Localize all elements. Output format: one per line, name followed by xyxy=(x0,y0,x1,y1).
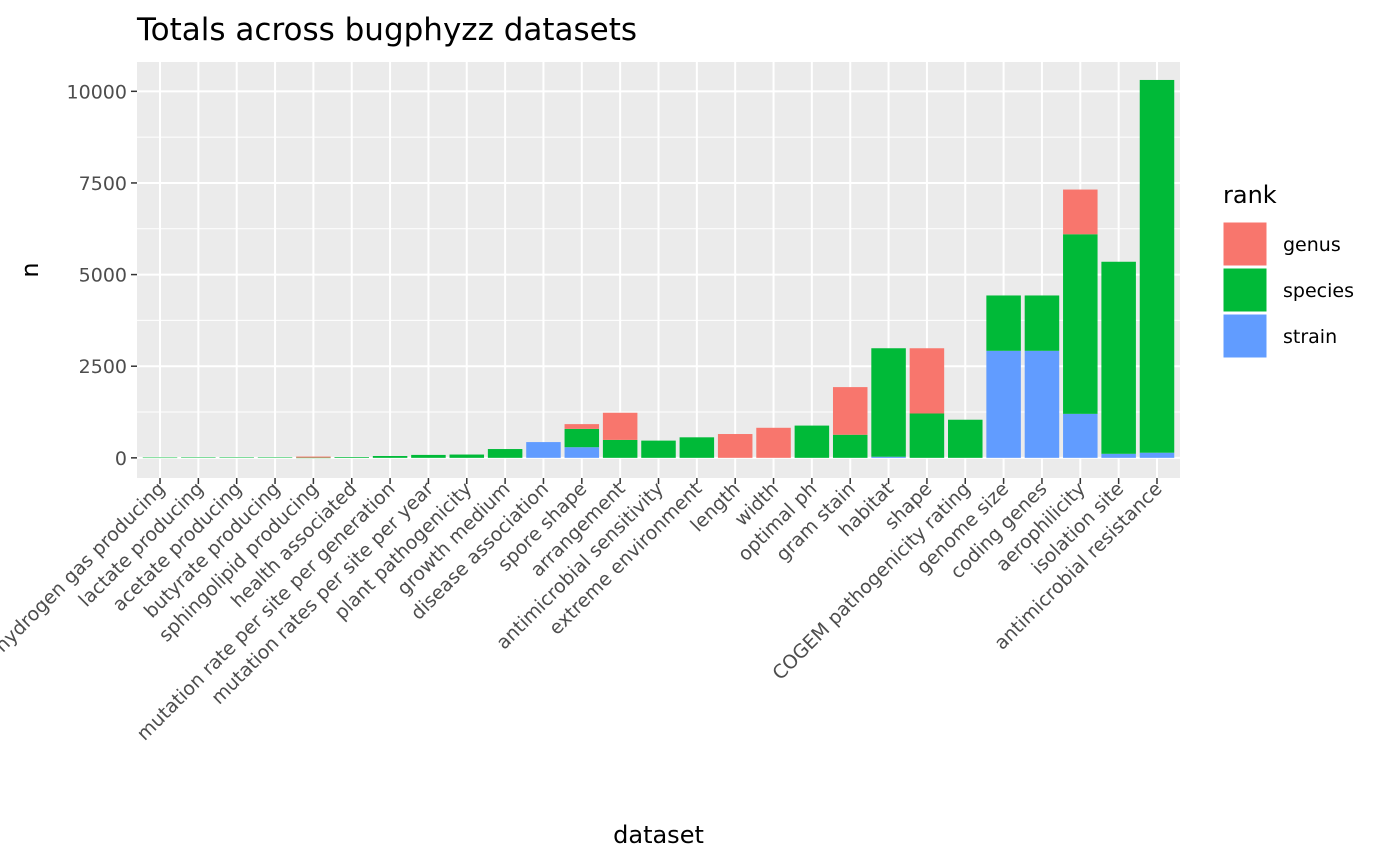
bar-species xyxy=(564,428,600,448)
legend-key-genus xyxy=(1222,221,1268,267)
y-tick-label: 2500 xyxy=(79,356,127,378)
legend-key-strain xyxy=(1222,313,1268,359)
bar-species xyxy=(679,437,715,458)
chart-title: Totals across bugphyzz datasets xyxy=(136,12,637,48)
bar-species xyxy=(986,295,1021,351)
bar-genus xyxy=(296,456,331,458)
y-tick-label: 10000 xyxy=(67,81,127,103)
bar-species xyxy=(1063,234,1098,414)
legend-label-genus: genus xyxy=(1283,234,1341,256)
x-axis-title: dataset xyxy=(613,821,704,849)
bar-strain xyxy=(526,442,561,458)
bar-species xyxy=(411,454,446,458)
bar-genus xyxy=(717,434,753,458)
y-axis: 0 2500 5000 7500 10000 xyxy=(67,81,137,470)
bar-genus xyxy=(756,427,791,458)
bar-strain xyxy=(1139,452,1175,458)
bar-species xyxy=(142,457,178,459)
bar-species xyxy=(832,434,868,458)
bar-genus xyxy=(1063,189,1098,235)
bar-species xyxy=(641,440,676,458)
bar-strain xyxy=(564,447,600,458)
bar-genus xyxy=(909,348,945,414)
bar-species xyxy=(1024,295,1060,351)
bar-species xyxy=(1139,79,1175,453)
bar-species xyxy=(487,449,523,458)
bar-genus xyxy=(564,424,600,429)
bar-species xyxy=(181,457,216,458)
y-tick-label: 5000 xyxy=(79,265,127,287)
bar-species xyxy=(257,457,293,458)
bar-species xyxy=(871,348,906,457)
bars xyxy=(142,79,1175,459)
bar-species xyxy=(1101,261,1136,454)
bar-genus xyxy=(832,387,868,435)
legend-label-species: species xyxy=(1283,280,1354,302)
legend-title: rank xyxy=(1223,181,1277,209)
bar-species xyxy=(449,454,485,458)
bar-species xyxy=(219,457,254,458)
bar-genus xyxy=(602,412,638,440)
bar-species xyxy=(334,457,369,458)
bar-species xyxy=(602,439,638,458)
legend-label-strain: strain xyxy=(1283,326,1337,348)
bar-species xyxy=(372,456,408,458)
bar-strain xyxy=(1101,453,1136,458)
bar-strain xyxy=(1024,350,1060,458)
bar-species xyxy=(909,413,945,458)
y-tick-label: 0 xyxy=(115,448,127,470)
bar-strain xyxy=(1063,413,1098,458)
bar-species xyxy=(296,457,331,459)
legend: rank genus species strain xyxy=(1222,181,1354,359)
bar-species xyxy=(948,419,983,458)
bar-strain xyxy=(871,456,906,458)
bar-species xyxy=(794,425,830,458)
y-tick-label: 7500 xyxy=(79,173,127,195)
bar-strain xyxy=(986,350,1021,458)
y-axis-title: n xyxy=(16,262,44,277)
legend-key-species xyxy=(1222,267,1268,313)
